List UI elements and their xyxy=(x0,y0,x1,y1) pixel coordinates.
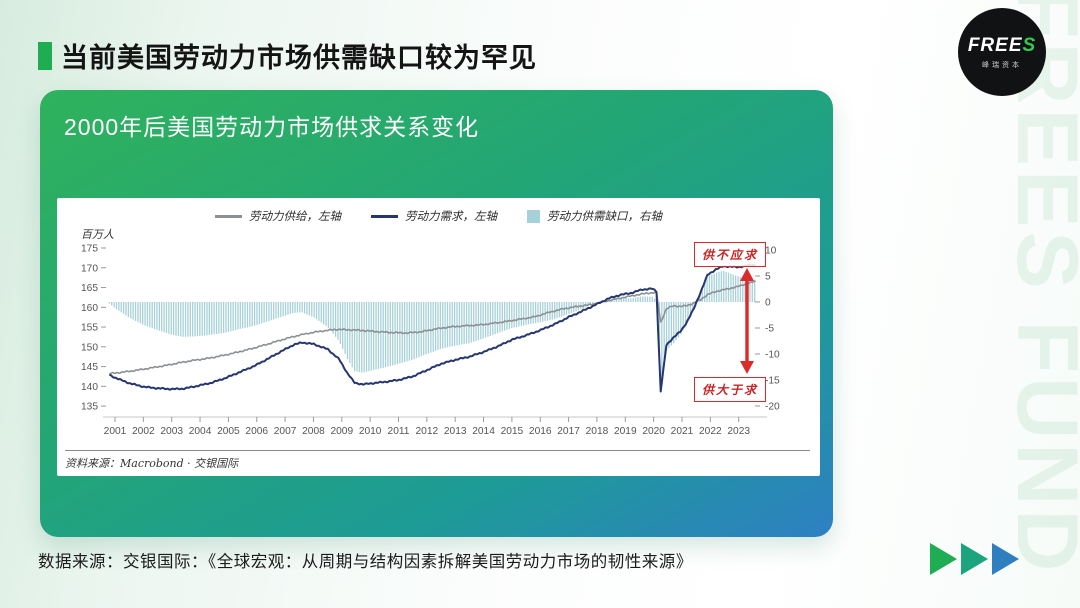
svg-text:2007: 2007 xyxy=(274,426,297,437)
chart-card: 2000年后美国劳动力市场供求关系变化 劳动力供给，左轴 劳动力需求，左轴 劳动力供… xyxy=(40,90,833,537)
svg-text:2018: 2018 xyxy=(586,426,609,437)
card-title: 2000年后美国劳动力市场供求关系变化 xyxy=(64,114,480,140)
logo-accent-letter: S xyxy=(1022,34,1037,56)
svg-text:140: 140 xyxy=(81,382,98,393)
svg-text:165: 165 xyxy=(81,283,98,294)
svg-text:10: 10 xyxy=(765,246,777,257)
slide-header: 当前美国劳动力市场供需缺口较为罕见 xyxy=(38,36,537,75)
arrow-right-icon-blue xyxy=(992,543,1019,575)
svg-text:-10: -10 xyxy=(765,350,780,361)
svg-text:2010: 2010 xyxy=(359,426,382,437)
chart-source-note: 资料来源：Macrobond · 交银国际 xyxy=(65,450,810,471)
legend-item-2: 劳动力供需缺口，右轴 xyxy=(527,208,662,224)
svg-text:2004: 2004 xyxy=(189,426,212,437)
title-bullet-icon xyxy=(38,41,52,70)
svg-text:2016: 2016 xyxy=(529,426,552,437)
svg-text:2006: 2006 xyxy=(245,426,268,437)
chart-legend: 劳动力供给，左轴 劳动力需求，左轴 劳动力供需缺口，右轴 xyxy=(57,208,820,224)
frees-fund-watermark: FREES FUND xyxy=(999,0,1080,576)
svg-text:170: 170 xyxy=(81,263,98,274)
legend-label: 劳动力供给，左轴 xyxy=(249,209,341,223)
chart-panel: 劳动力供给，左轴 劳动力需求，左轴 劳动力供需缺口，右轴 2001 2002 2003 2… xyxy=(57,198,820,476)
logo-subtitle: 峰瑞资本 xyxy=(982,61,1022,69)
svg-text:2017: 2017 xyxy=(557,426,580,437)
svg-text:2012: 2012 xyxy=(416,426,439,437)
legend-label: 劳动力需求，左轴 xyxy=(405,209,497,223)
svg-text:2003: 2003 xyxy=(160,426,183,437)
svg-text:2015: 2015 xyxy=(501,426,524,437)
arrow-right-icon-teal xyxy=(961,543,988,575)
svg-text:2008: 2008 xyxy=(302,426,325,437)
svg-text:150: 150 xyxy=(81,342,98,353)
svg-text:2021: 2021 xyxy=(671,426,694,437)
svg-text:-20: -20 xyxy=(765,402,780,413)
data-source-caption: 数据来源：交银国际：《全球宏观：从周期与结构因素拆解美国劳动力市场的韧性来源》 xyxy=(38,553,693,571)
slide-title: 当前美国劳动力市场供需缺口较为罕见 xyxy=(61,43,537,73)
svg-text:2001: 2001 xyxy=(104,426,127,437)
svg-text:145: 145 xyxy=(81,362,98,373)
svg-text:155: 155 xyxy=(81,323,98,334)
legend-swatch-icon xyxy=(371,214,398,218)
svg-text:-15: -15 xyxy=(765,376,780,387)
annotation-excess-demand: 供不应求 xyxy=(694,242,766,267)
svg-text:百万人: 百万人 xyxy=(81,228,114,241)
footer-arrows xyxy=(930,543,1024,575)
svg-text:175: 175 xyxy=(81,244,98,255)
legend-label: 劳动力供需缺口，右轴 xyxy=(547,209,662,223)
svg-text:135: 135 xyxy=(81,402,98,413)
logo-brand-text: FREES xyxy=(967,34,1037,56)
svg-text:2019: 2019 xyxy=(614,426,637,437)
svg-text:2002: 2002 xyxy=(132,426,155,437)
legend-swatch-icon xyxy=(215,214,242,218)
svg-text:2013: 2013 xyxy=(444,426,467,437)
arrow-right-icon-green xyxy=(930,543,957,575)
svg-text:2023: 2023 xyxy=(727,426,750,437)
annotation-excess-supply: 供大于求 xyxy=(694,377,766,402)
svg-text:2009: 2009 xyxy=(330,426,353,437)
legend-swatch-icon xyxy=(527,209,540,223)
svg-text:-5: -5 xyxy=(765,324,774,335)
svg-text:2022: 2022 xyxy=(699,426,722,437)
svg-text:5: 5 xyxy=(765,272,771,283)
svg-text:2005: 2005 xyxy=(217,426,240,437)
svg-text:0: 0 xyxy=(765,298,771,309)
svg-text:160: 160 xyxy=(81,303,98,314)
svg-text:2020: 2020 xyxy=(642,426,665,437)
svg-text:2014: 2014 xyxy=(472,426,495,437)
legend-item-0: 劳动力供给，左轴 xyxy=(215,208,341,224)
frees-logo: FREES 峰瑞资本 xyxy=(958,8,1046,96)
labor-market-chart: 2001 2002 2003 2004 2005 2006 2007 2008 2009 2010… xyxy=(81,228,780,437)
legend-item-1: 劳动力需求，左轴 xyxy=(371,208,497,224)
svg-text:2011: 2011 xyxy=(388,426,410,437)
